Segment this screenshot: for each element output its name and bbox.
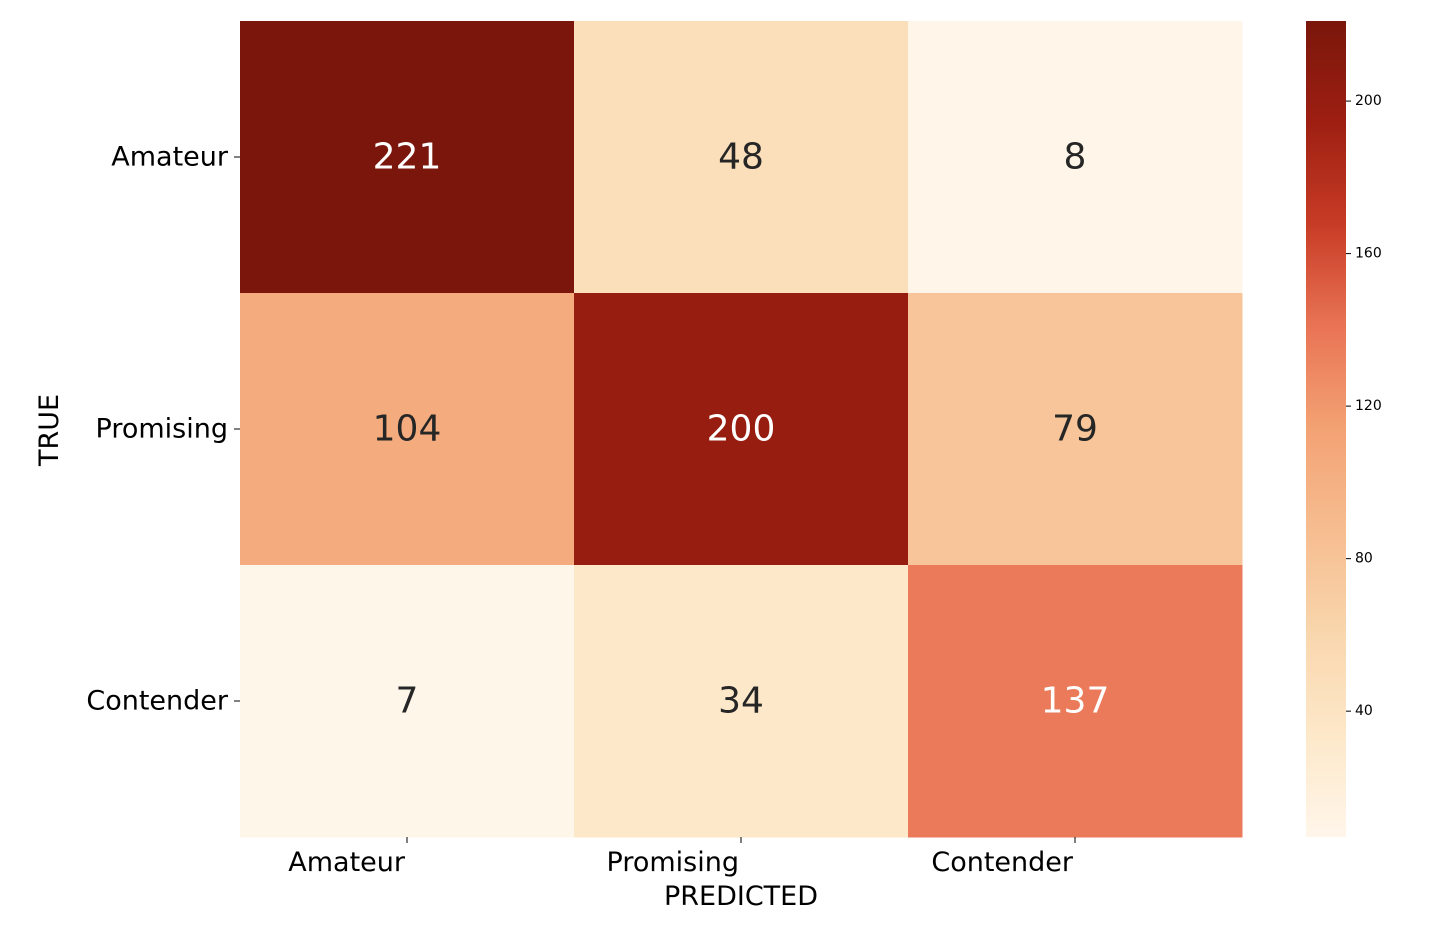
heatmap-cell — [240, 293, 575, 566]
heatmap-cell — [908, 565, 1243, 838]
colorbar-tick-label: 160 — [1355, 246, 1382, 262]
cell-value-label: 34 — [718, 681, 764, 722]
colorbar-tick-label: 40 — [1355, 703, 1373, 719]
y-axis-ticks: Amateur Promising Contender — [86, 142, 240, 717]
cell-annotations: 221 48 8 104 200 79 7 34 137 — [373, 137, 1110, 722]
colorbar-ticks: 40 80 120 160 200 — [1346, 93, 1382, 719]
colorbar-tick-label: 120 — [1355, 398, 1382, 414]
x-tick-label: Contender — [931, 847, 1074, 878]
colorbar-tick-label: 80 — [1355, 551, 1373, 567]
x-axis-ticks: Amateur Promising Contender — [288, 837, 1076, 878]
cell-value-label: 137 — [1041, 681, 1110, 722]
cell-value-label: 79 — [1052, 409, 1098, 450]
cell-value-label: 8 — [1064, 137, 1087, 178]
colorbar-tick-label: 200 — [1355, 93, 1382, 109]
heatmap-cell — [240, 21, 575, 294]
cell-value-label: 7 — [396, 681, 419, 722]
heatmap-cell — [240, 565, 575, 838]
y-tick-label: Amateur — [111, 142, 229, 173]
heatmap-cell — [574, 21, 909, 294]
cell-value-label: 200 — [707, 409, 776, 450]
y-tick-label: Contender — [86, 686, 229, 717]
colorbar: 40 80 120 160 200 — [1306, 21, 1382, 837]
heatmap-cell — [908, 293, 1243, 566]
cell-value-label: 48 — [718, 137, 764, 178]
colorbar-gradient — [1306, 21, 1346, 837]
heatmap-cell — [908, 21, 1243, 294]
heatmap-cell — [574, 565, 909, 838]
x-tick-label: Amateur — [288, 847, 406, 878]
x-axis-title: PREDICTED — [664, 881, 818, 912]
heatmap-grid — [240, 21, 1243, 838]
cell-value-label: 104 — [373, 409, 442, 450]
heatmap-cell — [574, 293, 909, 566]
x-tick-label: Promising — [607, 847, 739, 878]
y-axis-title: TRUE — [34, 394, 65, 467]
cell-value-label: 221 — [373, 137, 442, 178]
y-tick-label: Promising — [96, 414, 228, 445]
